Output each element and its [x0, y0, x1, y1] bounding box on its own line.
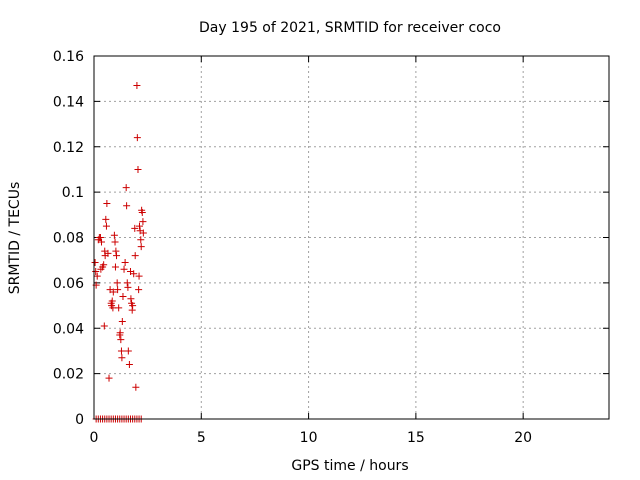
y-tick-label: 0.04: [53, 321, 84, 337]
data-point: [120, 265, 128, 273]
data-point: [118, 317, 126, 325]
data-point: [123, 279, 131, 287]
data-point: [124, 283, 132, 291]
x-axis-label: GPS time / hours: [291, 458, 408, 474]
data-point: [113, 279, 121, 287]
y-tick-label: 0.16: [53, 49, 84, 65]
data-point: [102, 222, 110, 230]
y-tick-label: 0: [75, 412, 84, 428]
data-point: [102, 215, 110, 223]
y-tick-label: 0.14: [53, 94, 84, 110]
data-point: [124, 347, 132, 355]
data-point: [130, 270, 138, 278]
data-point: [112, 247, 120, 255]
data-point: [137, 236, 145, 244]
y-tick-label: 0.12: [53, 140, 84, 156]
y-axis-label: SRMTID / TECUs: [7, 182, 23, 295]
data-point: [132, 383, 140, 391]
plot-border: [93, 55, 610, 420]
data-point: [135, 272, 143, 280]
data-point: [111, 263, 119, 271]
data-point: [109, 288, 117, 296]
data-point: [104, 249, 112, 257]
data-point: [133, 134, 141, 142]
chart-title: Day 195 of 2021, SRMTID for receiver coc…: [199, 20, 501, 36]
data-point: [133, 81, 141, 89]
data-point: [121, 258, 129, 266]
data-point: [135, 286, 143, 294]
data-point: [135, 222, 143, 230]
data-point: [96, 234, 104, 241]
grid-lines: [94, 56, 609, 419]
data-point: [115, 304, 123, 312]
data-point: [114, 286, 122, 294]
data-point: [108, 297, 116, 305]
data-point: [91, 258, 99, 266]
data-point: [92, 268, 100, 276]
data-point: [123, 202, 131, 210]
x-tick-label: 20: [514, 430, 532, 446]
data-point: [125, 361, 133, 369]
data-point: [103, 199, 111, 207]
data-point: [100, 322, 108, 330]
y-tick-label: 0.1: [62, 185, 84, 201]
x-tick-label: 15: [407, 430, 425, 446]
data-point: [129, 302, 137, 310]
data-point: [137, 243, 145, 251]
y-tick-label: 0.02: [53, 367, 84, 383]
data-point: [139, 229, 147, 237]
data-point: [98, 238, 106, 246]
data-point: [100, 261, 108, 269]
data-point: [111, 238, 119, 246]
data-point: [134, 165, 142, 173]
data-point: [127, 295, 135, 303]
x-tick-label: 0: [90, 430, 99, 446]
y-axis-ticks: 0 0.02 0.04 0.06 0.08 0.1 0.12 0.14 0.16: [53, 49, 609, 428]
data-point: [117, 336, 125, 344]
y-tick-label: 0.06: [53, 276, 84, 292]
data-points: [91, 81, 147, 423]
data-point: [131, 252, 139, 260]
data-point: [119, 292, 127, 300]
data-point: [116, 329, 124, 337]
data-point: [110, 231, 118, 239]
data-point: [122, 184, 130, 192]
data-point: [131, 224, 139, 232]
data-point: [118, 354, 126, 362]
y-tick-label: 0.08: [53, 231, 84, 247]
data-point: [117, 347, 125, 355]
x-tick-label: 5: [197, 430, 206, 446]
x-axis-ticks: 0 5 10 15 20: [90, 56, 532, 446]
x-tick-label: 10: [300, 430, 318, 446]
data-point: [139, 218, 147, 226]
data-point: [113, 252, 121, 260]
data-point: [138, 209, 146, 217]
data-point: [105, 374, 113, 382]
data-point: [93, 272, 101, 280]
